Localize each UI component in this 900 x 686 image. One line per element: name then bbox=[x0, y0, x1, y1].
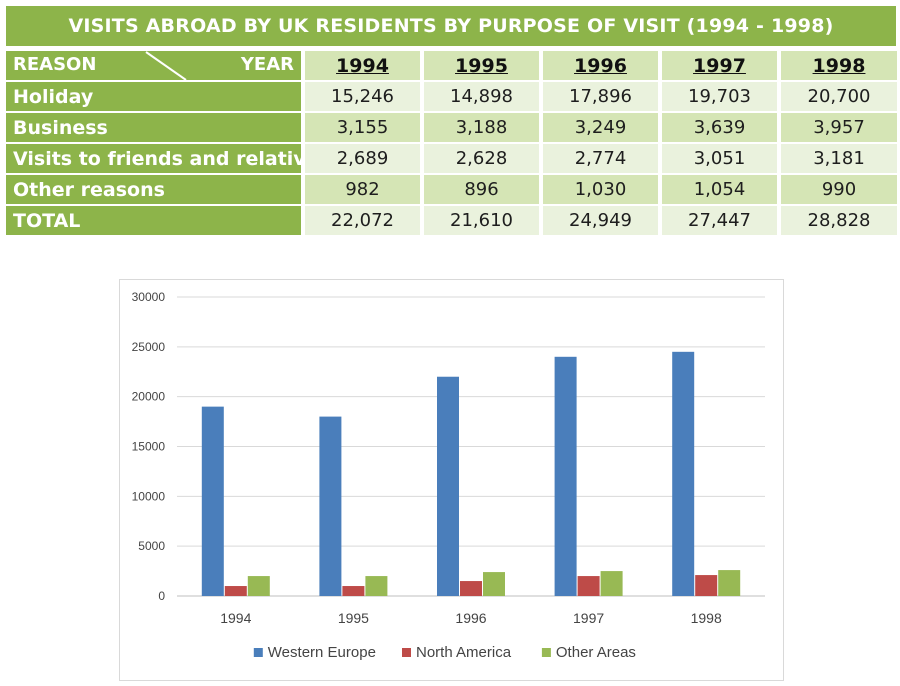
table-cell: 27,447 bbox=[662, 206, 777, 235]
visits-table: REASON YEAR 1994 1995 1996 1997 1998 Hol… bbox=[6, 51, 898, 235]
y-tick-label: 20000 bbox=[132, 390, 166, 404]
table-cell: 2,628 bbox=[424, 144, 539, 173]
bar-other-areas bbox=[718, 570, 741, 596]
reason-header: REASON bbox=[13, 54, 97, 75]
bar-north-america bbox=[460, 581, 482, 596]
bar-chart-container: 0 5000 10000 15000 20000 25000 30000 1994 1995 19… bbox=[119, 279, 784, 681]
table-cell: 15,246 bbox=[305, 82, 420, 111]
table-cell: 17,896 bbox=[543, 82, 658, 111]
table-cell: 3,051 bbox=[662, 144, 777, 173]
table-cell: 20,700 bbox=[781, 82, 897, 111]
y-tick-label: 5000 bbox=[138, 539, 165, 553]
bar-other-areas bbox=[483, 572, 505, 596]
bar-north-america bbox=[224, 586, 247, 596]
table-cell: 3,188 bbox=[424, 113, 539, 142]
bar-north-america bbox=[342, 586, 365, 596]
legend-swatch bbox=[402, 648, 411, 657]
bar-chart: 0 5000 10000 15000 20000 25000 30000 1994 1995 19… bbox=[132, 290, 765, 661]
year-header-1997: 1997 bbox=[662, 51, 777, 80]
year-header-1995: 1995 bbox=[424, 51, 539, 80]
year-header: YEAR bbox=[240, 54, 294, 75]
table-cell: 982 bbox=[305, 175, 420, 204]
year-header-1998: 1998 bbox=[781, 51, 897, 80]
table-cell: 3,249 bbox=[543, 113, 658, 142]
table-cell: 1,054 bbox=[662, 175, 777, 204]
row-label-total: TOTAL bbox=[6, 206, 301, 235]
legend-swatch bbox=[253, 648, 263, 657]
corner-diagonal-line bbox=[145, 51, 187, 80]
table-corner-header: REASON YEAR bbox=[6, 51, 301, 80]
legend-label: Other Areas bbox=[556, 644, 636, 661]
x-tick-label: 1997 bbox=[573, 610, 604, 626]
table-cell: 21,610 bbox=[424, 206, 539, 235]
table-cell: 3,639 bbox=[662, 113, 777, 142]
legend-label: Western Europe bbox=[268, 644, 376, 661]
y-tick-label: 0 bbox=[158, 589, 165, 603]
table-cell: 1,030 bbox=[543, 175, 658, 204]
x-tick-label: 1996 bbox=[455, 610, 486, 626]
bar-other-areas bbox=[247, 576, 270, 596]
table-cell: 3,155 bbox=[305, 113, 420, 142]
table-cell: 14,898 bbox=[424, 82, 539, 111]
table-cell: 990 bbox=[781, 175, 897, 204]
bar-other-areas bbox=[600, 571, 623, 596]
table-cell: 3,181 bbox=[781, 144, 897, 173]
table-cell: 3,957 bbox=[781, 113, 897, 142]
table-cell: 22,072 bbox=[305, 206, 420, 235]
table-cell: 28,828 bbox=[781, 206, 897, 235]
bar-other-areas bbox=[365, 576, 388, 596]
bar-western-europe bbox=[672, 351, 695, 596]
y-tick-label: 25000 bbox=[132, 340, 166, 354]
year-header-1994: 1994 bbox=[305, 51, 420, 80]
y-tick-label: 15000 bbox=[132, 440, 166, 454]
bar-north-america bbox=[577, 576, 600, 596]
bar-western-europe bbox=[201, 406, 224, 596]
y-tick-label: 30000 bbox=[132, 290, 166, 304]
table-title: VISITS ABROAD BY UK RESIDENTS BY PURPOSE… bbox=[6, 6, 896, 46]
bar-western-europe bbox=[319, 416, 342, 596]
legend-label: North America bbox=[416, 644, 512, 661]
y-tick-label: 10000 bbox=[132, 489, 166, 503]
table-cell: 2,774 bbox=[543, 144, 658, 173]
bar-western-europe bbox=[554, 356, 577, 596]
table-cell: 19,703 bbox=[662, 82, 777, 111]
table-cell: 2,689 bbox=[305, 144, 420, 173]
x-tick-label: 1998 bbox=[691, 610, 722, 626]
bar-western-europe bbox=[437, 376, 459, 596]
table-cell: 24,949 bbox=[543, 206, 658, 235]
x-tick-label: 1994 bbox=[220, 610, 251, 626]
row-label-business: Business bbox=[6, 113, 301, 142]
legend-swatch bbox=[541, 648, 551, 657]
row-label-other-reasons: Other reasons bbox=[6, 175, 301, 204]
year-header-1996: 1996 bbox=[543, 51, 658, 80]
x-tick-label: 1995 bbox=[338, 610, 369, 626]
bar-north-america bbox=[695, 575, 718, 596]
row-label-visits-friends-relatives: Visits to friends and relatives bbox=[6, 144, 330, 173]
row-label-holiday: Holiday bbox=[6, 82, 301, 111]
table-cell: 896 bbox=[424, 175, 539, 204]
